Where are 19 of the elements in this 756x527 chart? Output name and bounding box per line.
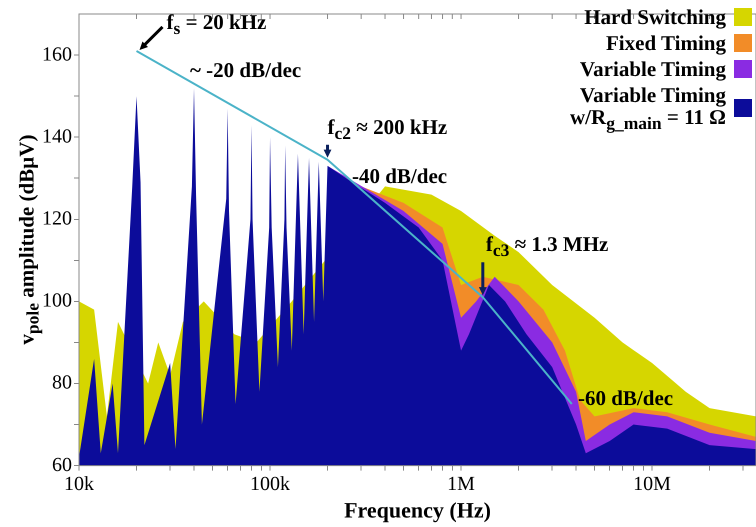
legend-label: Hard Switching: [583, 5, 726, 29]
y-tick-label: 100: [42, 290, 72, 312]
annotation: f$_{c2}$ ≈ 200 kHz: [328, 114, 448, 143]
legend-label: Fixed Timing: [604, 31, 726, 56]
legend-label: Variable Timing w/R$_{g_main}$ = 11 Ω: [569, 83, 726, 134]
y-tick-label: 120: [42, 208, 72, 230]
x-tick-label: 100k: [250, 472, 290, 495]
x-tick-label: 10M: [633, 472, 672, 495]
annotation: -40 dB/dec: [352, 164, 448, 188]
annotation: f$_{c3}$ ≈ 1.3 MHz: [486, 232, 608, 260]
x-axis-title: Frequency (Hz): [344, 497, 491, 522]
annotation: ~ -20 dB/dec: [190, 58, 302, 82]
legend-label: Variable Timing: [578, 57, 726, 82]
x-tick-label: 1M: [447, 472, 476, 495]
annotation: -60 dB/dec: [578, 386, 674, 410]
y-tick-label: 80: [52, 372, 72, 394]
y-tick-label: 140: [42, 125, 72, 148]
annotation: f$_{s}$ = 20 kHz: [166, 10, 266, 38]
y-tick-label: 160: [42, 43, 72, 66]
